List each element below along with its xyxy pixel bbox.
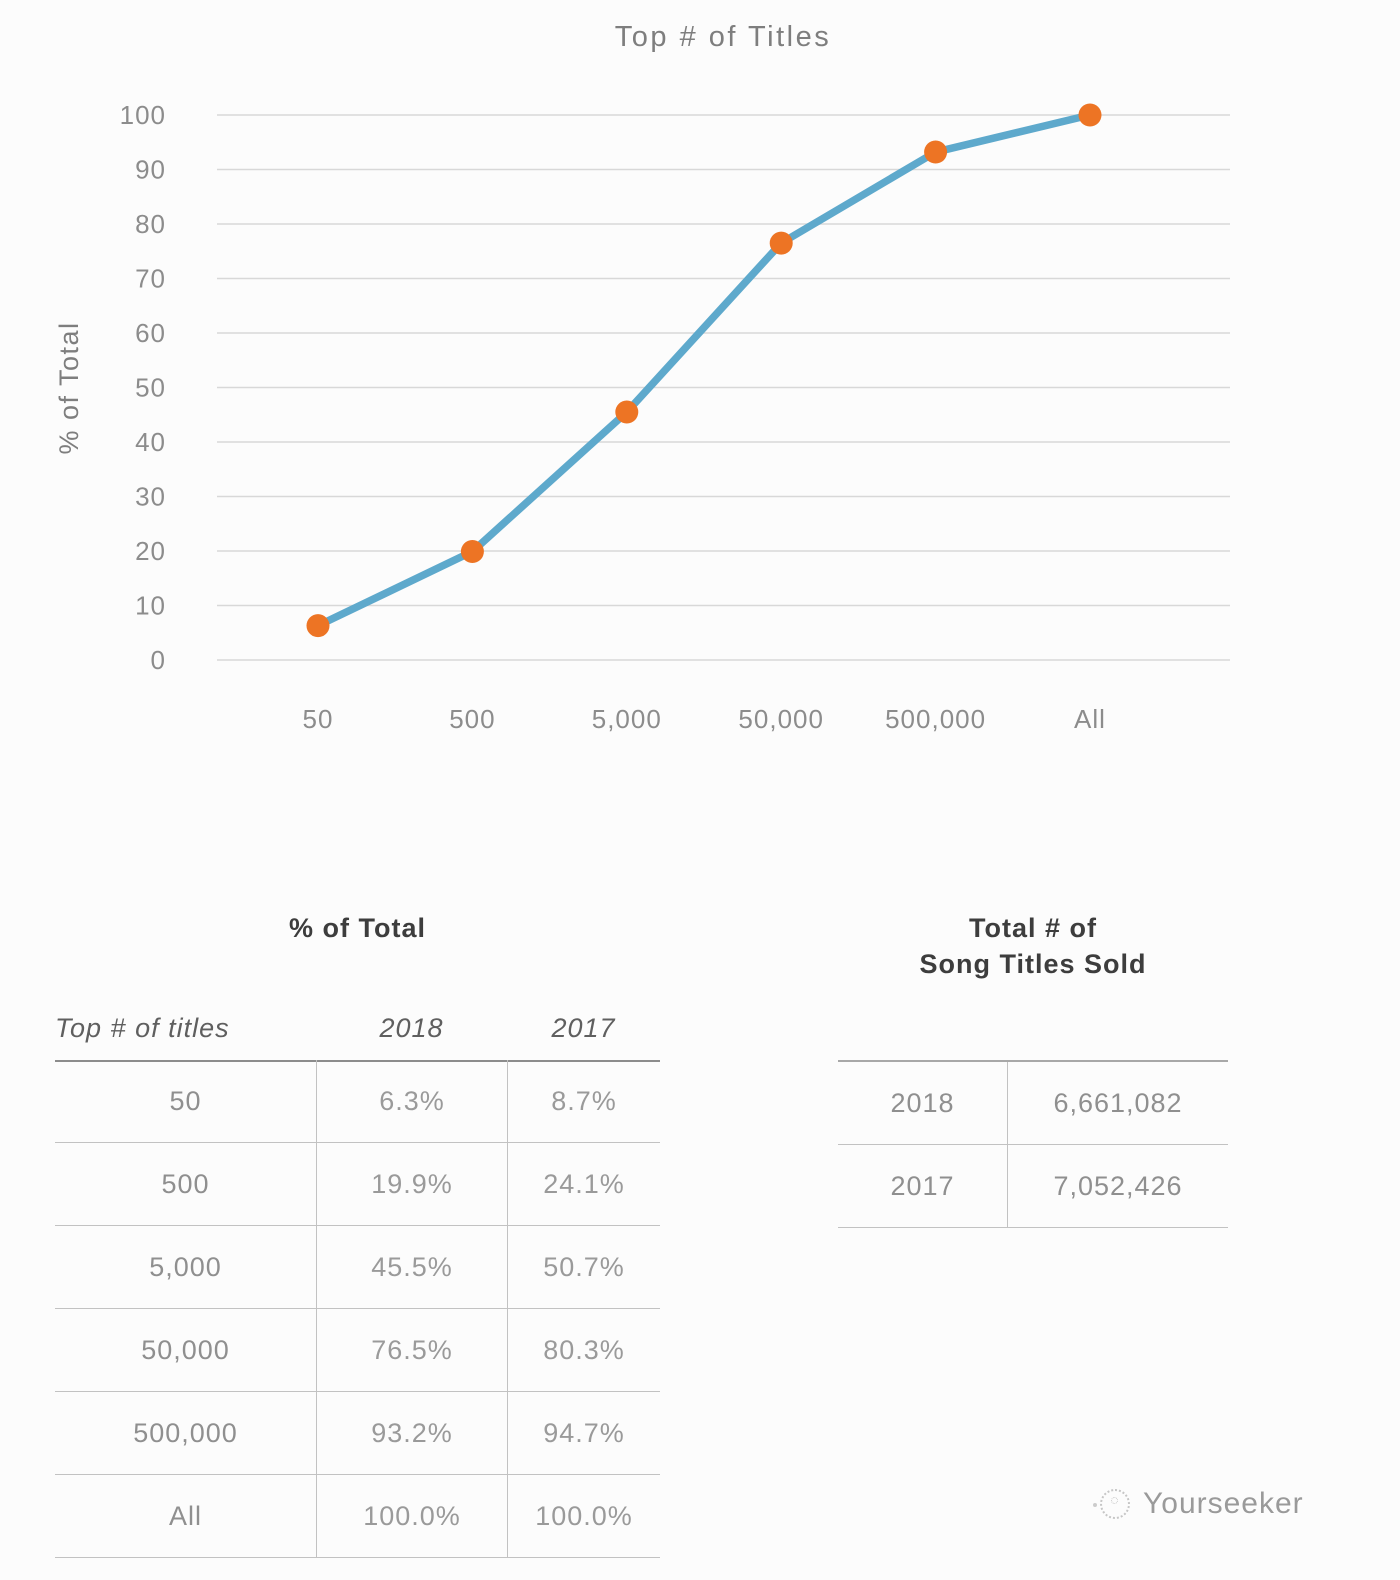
table-row: 50 6.3% 8.7% — [55, 1060, 660, 1142]
totals-table-title: Total # of Song Titles Sold — [838, 910, 1228, 982]
totals-title-line1: Total # of — [969, 913, 1097, 943]
y-tick-label: 60 — [135, 318, 166, 348]
value-2018: 6.3% — [316, 1060, 507, 1142]
row-label: 50 — [169, 1085, 202, 1116]
yourseeker-logo-icon — [1093, 1489, 1130, 1519]
data-point-500 — [460, 540, 484, 564]
table-row: 500 19.9% 24.1% — [55, 1142, 660, 1225]
year-total: 7,052,426 — [1007, 1145, 1228, 1227]
value-2018: 100.0% — [316, 1475, 507, 1557]
table-row: 2017 7,052,426 — [838, 1144, 1228, 1227]
value-2017: 50.7% — [507, 1226, 660, 1308]
row-label: All — [168, 1500, 202, 1531]
data-point-50 — [306, 614, 330, 638]
x-tick-label: 5,000 — [592, 704, 662, 734]
x-tick-label: 500,000 — [885, 704, 986, 734]
yourseeker-brand-text: Yourseeker — [1143, 1487, 1304, 1520]
year-label: 2017 — [890, 1170, 955, 1201]
value-2018: 45.5% — [316, 1226, 507, 1308]
pct-header-2017: 2017 — [551, 1012, 616, 1043]
value-2017: 24.1% — [507, 1143, 660, 1225]
pct-of-total-table: % of Total Top # of titles 2018 2017 50 … — [55, 910, 660, 1560]
value-2018: 19.9% — [316, 1143, 507, 1225]
data-point-50,000 — [769, 231, 793, 255]
row-label: 50,000 — [141, 1334, 230, 1365]
x-tick-label: 500 — [449, 704, 495, 734]
value-2018: 93.2% — [316, 1392, 507, 1474]
y-tick-label: 10 — [135, 591, 166, 621]
y-tick-label: 20 — [135, 536, 166, 566]
year-label: 2018 — [890, 1087, 955, 1118]
data-point-500,000 — [924, 140, 948, 164]
titles-line-chart: 0 10 20 30 40 50 60 70 80 90 100 50 500 5,000 50,000 50… — [54, 21, 1230, 734]
y-tick-label: 40 — [135, 427, 166, 457]
y-tick-label: 30 — [135, 482, 166, 512]
pct-table-body: 50 6.3% 8.7% 500 19.9% 24.1% 5,000 45.5%… — [55, 1060, 660, 1558]
table-row: 5,000 45.5% 50.7% — [55, 1225, 660, 1308]
chart-title: Top # of Titles — [615, 21, 831, 53]
table-row: 2018 6,661,082 — [838, 1062, 1228, 1144]
row-label: 5,000 — [149, 1251, 222, 1282]
row-label: 500 — [161, 1168, 210, 1199]
value-2017: 80.3% — [507, 1309, 660, 1391]
table-row: 50,000 76.5% 80.3% — [55, 1308, 660, 1391]
totals-title-line2: Song Titles Sold — [919, 949, 1147, 979]
pct-header-top-titles: Top # of titles — [55, 1012, 230, 1043]
pct-table-header: Top # of titles 2018 2017 — [55, 996, 660, 1062]
table-row: 500,000 93.2% 94.7% — [55, 1391, 660, 1474]
table-row: All 100.0% 100.0% — [55, 1474, 660, 1557]
x-tick-label: 50 — [303, 704, 334, 734]
value-2017: 8.7% — [507, 1060, 660, 1142]
data-point-All — [1078, 103, 1102, 127]
value-2018: 76.5% — [316, 1309, 507, 1391]
y-tick-label: 90 — [135, 155, 166, 185]
totals-table-body: 2018 6,661,082 2017 7,052,426 — [838, 1060, 1228, 1228]
trend-line-2018 — [314, 111, 1094, 630]
total-song-titles-table: Total # of Song Titles Sold 2018 6,661,0… — [838, 910, 1228, 1240]
pct-header-2018: 2018 — [379, 1012, 444, 1043]
data-point-5,000 — [615, 400, 639, 424]
year-total: 6,661,082 — [1007, 1062, 1228, 1144]
y-tick-label: 50 — [135, 373, 166, 403]
pct-table-title: % of Total — [289, 913, 426, 943]
row-label: 500,000 — [133, 1417, 238, 1448]
y-tick-label: 100 — [120, 100, 166, 130]
value-2017: 94.7% — [507, 1392, 660, 1474]
y-axis-title: % of Total — [54, 321, 84, 454]
x-tick-label: 50,000 — [738, 704, 824, 734]
y-tick-label: 0 — [151, 645, 166, 675]
x-tick-label: All — [1074, 704, 1106, 734]
yourseeker-logo: Yourseeker — [1093, 1487, 1304, 1521]
y-tick-label: 70 — [135, 264, 166, 294]
value-2017: 100.0% — [507, 1475, 660, 1557]
y-tick-label: 80 — [135, 209, 166, 239]
